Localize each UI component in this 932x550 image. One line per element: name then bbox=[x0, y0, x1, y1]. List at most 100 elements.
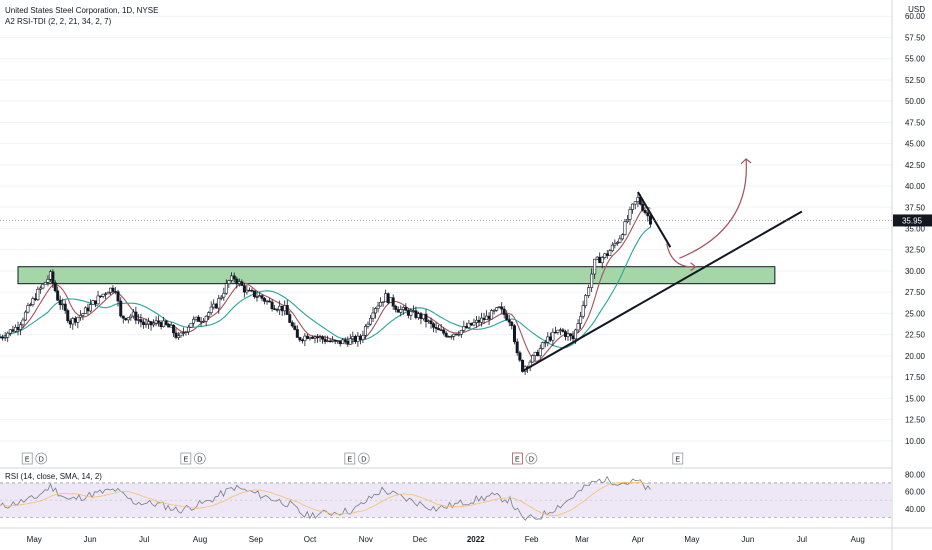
rsi-ma-line bbox=[0, 481, 651, 517]
candle-body bbox=[121, 315, 125, 319]
candle-body bbox=[204, 315, 208, 322]
candle-body bbox=[569, 333, 573, 337]
candle-body bbox=[76, 316, 80, 323]
pullback-line[interactable] bbox=[637, 191, 672, 248]
candle-body bbox=[78, 315, 82, 318]
support-trendline[interactable] bbox=[522, 210, 803, 373]
candle-body bbox=[232, 275, 236, 280]
candle-body bbox=[141, 321, 145, 325]
candle-body bbox=[374, 308, 378, 314]
candle-body bbox=[439, 329, 443, 331]
candle-body bbox=[381, 301, 385, 303]
candle-body bbox=[167, 324, 171, 328]
candle-body bbox=[636, 197, 640, 203]
candle-body bbox=[323, 338, 327, 342]
earnings-marker-label: E bbox=[675, 457, 680, 464]
candle-body bbox=[587, 287, 591, 296]
candle-body bbox=[646, 212, 650, 217]
dividend-marker[interactable] bbox=[357, 452, 370, 465]
candle-body bbox=[189, 322, 193, 328]
candle-body bbox=[33, 298, 37, 300]
moving-average-slow bbox=[0, 226, 651, 349]
earnings-marker[interactable] bbox=[511, 452, 523, 465]
candle-body bbox=[479, 317, 483, 323]
earnings-marker[interactable] bbox=[344, 452, 356, 465]
earnings-marker[interactable] bbox=[180, 452, 192, 465]
price-axis-tick-label: 17.50 bbox=[905, 373, 926, 382]
candle-body bbox=[643, 210, 647, 213]
dividend-marker[interactable] bbox=[193, 452, 206, 465]
candle-body bbox=[273, 308, 277, 310]
candle-body bbox=[452, 333, 456, 337]
candle-body bbox=[126, 317, 130, 321]
candle-body bbox=[58, 299, 62, 305]
candle-body bbox=[502, 308, 506, 315]
candle-body bbox=[129, 315, 133, 318]
candle-body bbox=[157, 320, 161, 323]
projection-arrow-down bbox=[666, 243, 696, 268]
candle-body bbox=[571, 335, 575, 340]
candle-body bbox=[0, 336, 2, 339]
candle-body bbox=[404, 307, 408, 311]
rsi-line bbox=[0, 475, 651, 521]
candle-body bbox=[106, 292, 110, 295]
candle-body bbox=[333, 339, 337, 342]
candle-body bbox=[341, 339, 345, 345]
candle-body bbox=[214, 303, 218, 309]
earnings-marker[interactable] bbox=[21, 452, 33, 465]
projection-arrowhead-down bbox=[690, 262, 697, 272]
price-axis-tick-label: 40.00 bbox=[905, 182, 926, 191]
candle-body bbox=[124, 317, 128, 321]
candle-body bbox=[510, 321, 514, 327]
candle-body bbox=[48, 271, 52, 280]
time-axis-tick-label: Feb bbox=[525, 535, 539, 544]
candle-body bbox=[610, 244, 614, 251]
candle-body bbox=[459, 330, 463, 335]
candle-body bbox=[598, 256, 602, 264]
earnings-marker[interactable] bbox=[672, 452, 684, 465]
candle-body bbox=[518, 352, 522, 361]
candle-body bbox=[351, 336, 355, 340]
candle-body bbox=[134, 311, 138, 321]
candle-body bbox=[361, 335, 365, 340]
candle-body bbox=[159, 322, 163, 327]
candle-body bbox=[18, 324, 22, 330]
candle-body bbox=[363, 326, 367, 336]
candle-body bbox=[346, 340, 350, 345]
candle-body bbox=[432, 323, 436, 328]
candle-body bbox=[353, 336, 357, 342]
candle-body bbox=[553, 331, 557, 334]
candle-body bbox=[437, 328, 441, 331]
candle-body bbox=[91, 300, 95, 305]
candle-body bbox=[36, 288, 40, 300]
candle-body bbox=[406, 310, 410, 316]
candle-body bbox=[490, 310, 494, 320]
candle-body bbox=[613, 243, 617, 246]
dividend-marker[interactable] bbox=[525, 452, 538, 465]
candle-body bbox=[416, 313, 420, 318]
candle-body bbox=[16, 326, 20, 330]
candle-body bbox=[487, 315, 491, 320]
price-axis-tick-label: 47.50 bbox=[905, 118, 926, 127]
candle-body bbox=[252, 290, 256, 297]
candle-body bbox=[399, 309, 403, 313]
candle-body bbox=[192, 318, 196, 324]
candle-body bbox=[366, 323, 370, 327]
candle-body bbox=[88, 304, 92, 312]
time-axis-tick-label: Mar bbox=[575, 535, 589, 544]
price-axis-tick-label: 27.50 bbox=[905, 288, 926, 297]
time-axis-tick-label: Nov bbox=[359, 535, 373, 544]
candle-body bbox=[8, 329, 12, 334]
dividend-marker[interactable] bbox=[35, 452, 48, 465]
candle-body bbox=[270, 301, 274, 310]
candle-body bbox=[104, 293, 108, 296]
candle-body bbox=[46, 278, 50, 283]
candle-body bbox=[245, 289, 249, 293]
candle-body bbox=[595, 256, 599, 260]
candle-body bbox=[563, 331, 567, 337]
candle-body bbox=[386, 293, 390, 303]
resistance-zone[interactable] bbox=[17, 266, 776, 285]
candle-body bbox=[631, 203, 635, 210]
